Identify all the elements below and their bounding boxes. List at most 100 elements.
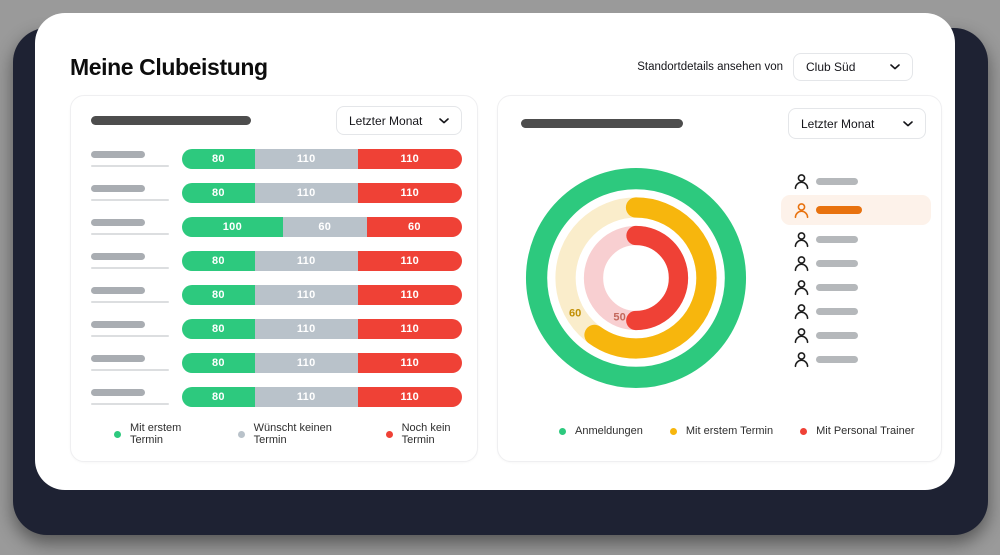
ring-value-label-yellow: 60: [569, 308, 581, 320]
cards-row: Letzter Monat 80 110 110 80 110 110 100 60 60 80 1…: [35, 81, 955, 462]
legend-dot: [559, 427, 566, 435]
row-label-placeholder: [91, 219, 182, 235]
ring-personal-trainer-arc: [583, 225, 689, 331]
member-row[interactable]: [781, 323, 931, 347]
label-skeleton-line: [91, 369, 169, 371]
bar-row: 80 110 110: [91, 319, 462, 339]
legend-item: Wünscht keinen Termin: [237, 422, 356, 446]
label-skeleton-bar: [91, 151, 145, 158]
row-label-placeholder: [91, 389, 182, 405]
legend-label: Mit erstem Termin: [130, 422, 182, 446]
row-label-placeholder: [91, 355, 182, 371]
stacked-bar: 80 110 110: [182, 285, 462, 305]
member-name-placeholder: [816, 206, 862, 214]
main-panel: Meine Clubeistung Standortdetails ansehe…: [35, 13, 955, 490]
bar-segment: 110: [254, 319, 358, 339]
right-period-select[interactable]: Letzter Monat: [788, 108, 926, 139]
bar-segment: 110: [254, 387, 358, 407]
legend-dot: [237, 430, 245, 438]
person-icon: [794, 279, 809, 295]
legend-dot: [385, 430, 393, 438]
bar-segment: 110: [357, 183, 462, 203]
left-period-value: Letzter Monat: [349, 113, 423, 128]
label-skeleton-bar: [91, 287, 145, 294]
bar-row: 80 110 110: [91, 285, 462, 305]
bar-segment: 80: [182, 387, 255, 407]
label-skeleton-line: [91, 199, 169, 201]
member-name-placeholder: [816, 235, 858, 243]
stacked-bar: 80 110 110: [182, 183, 462, 203]
bar-segment: 80: [182, 183, 255, 203]
card-title-placeholder: [521, 119, 683, 128]
left-period-select[interactable]: Letzter Monat: [336, 106, 462, 135]
stacked-bar-chart: 80 110 110 80 110 110 100 60 60 80 110 110 80 110 110 8…: [91, 149, 462, 407]
right-legend: Anmeldungen Mit erstem Termin Mit Personal…: [498, 425, 941, 437]
label-skeleton-line: [91, 165, 169, 167]
bar-row: 80 110 110: [91, 353, 462, 373]
person-icon: [794, 303, 809, 319]
legend-item: Mit erstem Termin: [669, 425, 774, 437]
member-row[interactable]: [781, 299, 931, 323]
bar-segment: 80: [182, 285, 255, 305]
bar-row: 80 110 110: [91, 183, 462, 203]
right-period-value: Letzter Monat: [801, 116, 875, 131]
page-header: Meine Clubeistung Standortdetails ansehe…: [35, 13, 955, 81]
member-name-placeholder: [816, 331, 858, 339]
member-row[interactable]: [781, 347, 931, 371]
member-row[interactable]: [781, 169, 931, 193]
chevron-down-icon: [439, 117, 449, 123]
label-skeleton-bar: [91, 389, 145, 396]
legend-label: Wünscht keinen Termin: [253, 422, 332, 446]
bar-row: 80 110 110: [91, 251, 462, 271]
legend-item: Noch kein Termin: [385, 422, 477, 446]
right-card-header: Letzter Monat: [521, 108, 926, 139]
member-row[interactable]: [781, 227, 931, 251]
left-legend: Mit erstem Termin Wünscht keinen Termin No…: [71, 422, 477, 446]
location-select[interactable]: Club Süd: [793, 53, 913, 81]
label-skeleton-line: [91, 335, 169, 337]
bar-segment: 110: [254, 285, 358, 305]
stacked-bar: 80 110 110: [182, 387, 462, 407]
ring-erster-termin-arc: [555, 197, 717, 359]
donut-and-members: 60 50: [498, 167, 941, 389]
bar-row: 100 60 60: [91, 217, 462, 237]
bar-segment: 100: [182, 217, 283, 237]
location-select-value: Club Süd: [806, 60, 856, 74]
bar-segment: 80: [182, 251, 255, 271]
label-skeleton-bar: [91, 219, 145, 226]
bar-segment: 80: [182, 353, 255, 373]
bar-segment: 110: [254, 251, 358, 271]
legend-dot: [114, 430, 121, 438]
person-icon: [794, 255, 809, 271]
row-label-placeholder: [91, 321, 182, 337]
member-name-placeholder: [816, 259, 858, 267]
member-row[interactable]: [781, 275, 931, 299]
bar-segment: 60: [282, 217, 367, 237]
bar-segment: 80: [182, 319, 255, 339]
legend-label: Mit Personal Trainer: [816, 425, 915, 437]
card-title-placeholder: [91, 116, 251, 125]
stacked-bar: 80 110 110: [182, 149, 462, 169]
row-label-placeholder: [91, 253, 182, 269]
chevron-down-icon: [903, 120, 913, 126]
stacked-bar: 100 60 60: [182, 217, 462, 237]
legend-label: Mit erstem Termin: [685, 425, 774, 437]
legend-label: Noch kein Termin: [401, 422, 451, 446]
member-row[interactable]: [781, 251, 931, 275]
row-label-placeholder: [91, 287, 182, 303]
label-skeleton-line: [91, 267, 169, 269]
label-skeleton-bar: [91, 253, 145, 260]
appointments-bar-card: Letzter Monat 80 110 110 80 110 110 100 60 60 80 1…: [70, 95, 478, 462]
page-title: Meine Clubeistung: [70, 53, 268, 80]
legend-dot: [669, 427, 677, 435]
bar-segment: 110: [254, 183, 358, 203]
label-skeleton-line: [91, 403, 169, 405]
member-row-highlighted[interactable]: [781, 195, 931, 225]
member-list: [781, 169, 931, 371]
label-skeleton-line: [91, 233, 169, 235]
member-name-placeholder: [816, 283, 858, 291]
ring-anmeldungen: [525, 167, 747, 389]
bar-segment: 110: [357, 285, 462, 305]
person-icon: [794, 173, 809, 189]
